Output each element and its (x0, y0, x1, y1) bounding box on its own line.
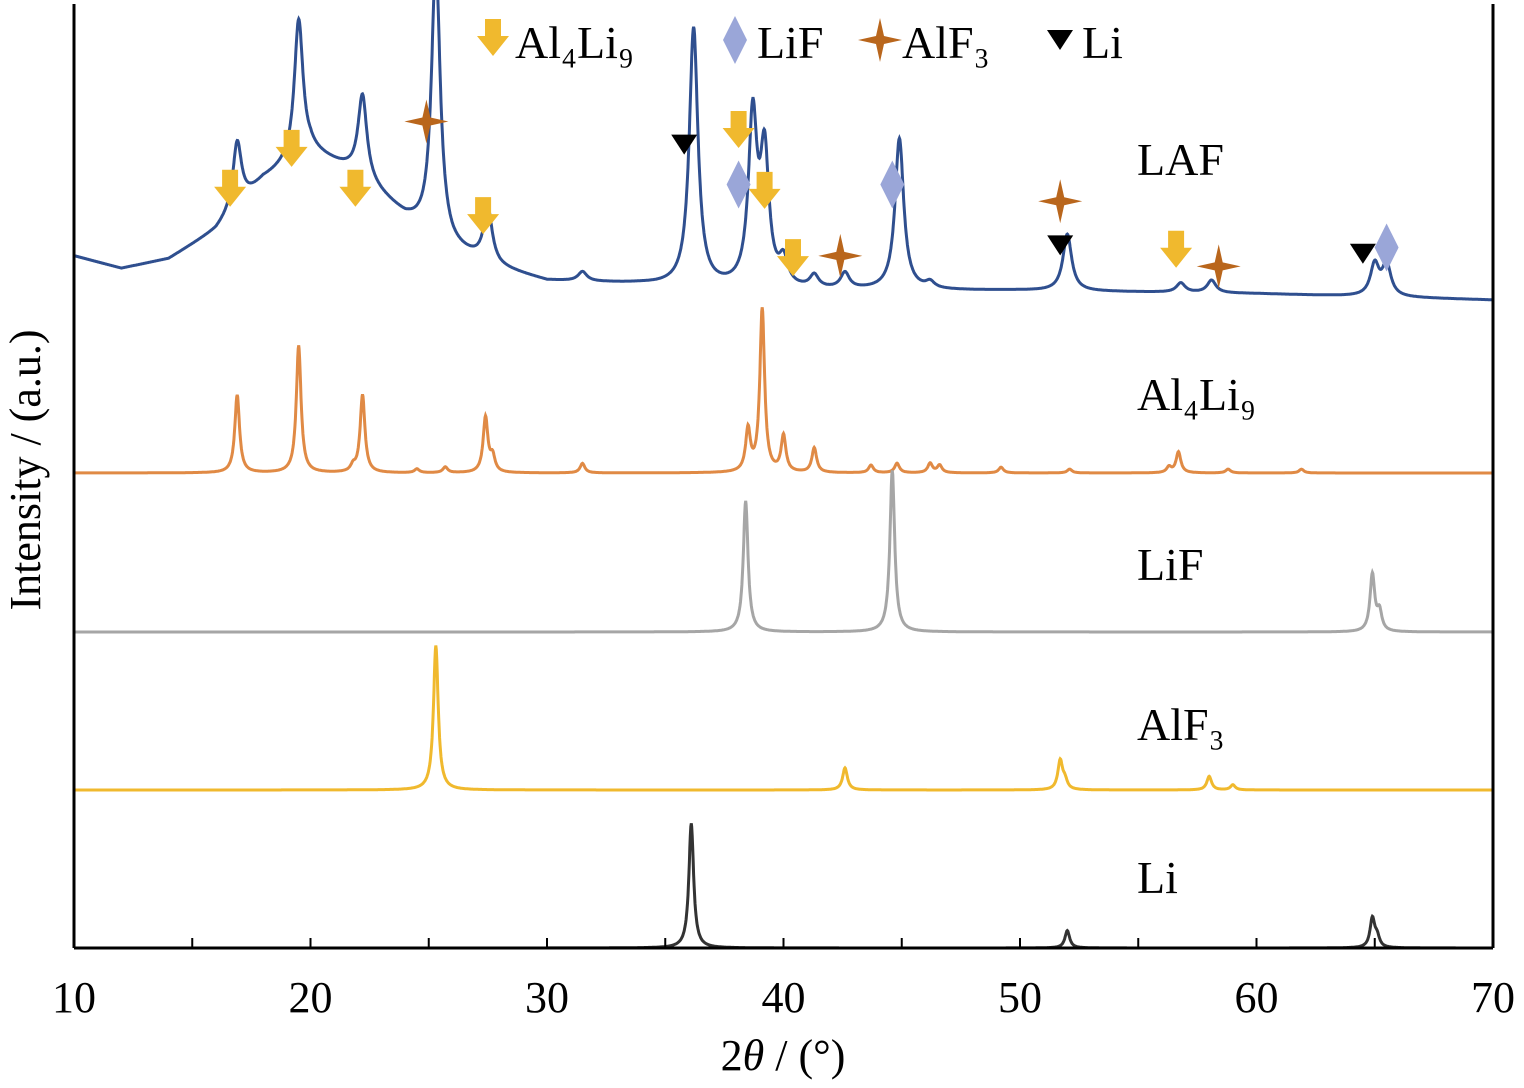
down-arrow-marker (748, 171, 781, 209)
legend-diamond-marker (723, 16, 747, 64)
series-label-2: Al₄Li₉ (1137, 369, 1256, 420)
x-tick-label: 50 (998, 973, 1042, 1022)
x-axis-title-post: / (°) (764, 1031, 845, 1080)
star-marker (1038, 179, 1083, 224)
series-label-1: LAF (1137, 134, 1224, 185)
x-axis-title-var: θ (743, 1031, 765, 1080)
down-arrow-marker (1160, 230, 1193, 268)
series-line-2 (74, 307, 1493, 475)
series-label-4: AlF₃ (1137, 699, 1225, 750)
star-marker (404, 99, 449, 144)
down-arrow-marker (275, 129, 308, 167)
star-marker (818, 233, 863, 278)
series-labels: LAF Al₄Li₉ LiF AlF₃ Li (1137, 134, 1256, 903)
legend-triangle-down-marker (1047, 30, 1073, 50)
x-axis-title-pre: 2 (721, 1031, 743, 1080)
x-tick-label: 70 (1471, 973, 1515, 1022)
series-line-1 (73, 0, 1493, 302)
series-line-3 (74, 470, 1493, 634)
diamond-marker (1374, 223, 1399, 272)
triangle-down-marker (1047, 235, 1074, 256)
series-label-5: Li (1137, 852, 1178, 903)
series-line-4 (74, 645, 1493, 792)
x-tick-label: 60 (1235, 973, 1279, 1022)
legend-down-arrow-marker (477, 19, 509, 56)
legend-label-3: AlF₃ (902, 17, 990, 68)
x-tick-label: 40 (762, 973, 806, 1022)
down-arrow-marker (722, 111, 755, 148)
legend-label-4: Li (1082, 17, 1123, 68)
down-arrow-marker (339, 169, 372, 207)
triangle-down-marker (1349, 243, 1376, 264)
series-label-3: LiF (1137, 539, 1203, 590)
down-arrow-marker (777, 239, 809, 277)
diamond-marker (880, 160, 905, 209)
x-tick-label: 30 (525, 973, 569, 1022)
down-arrow-marker (467, 197, 500, 235)
legend-label-2: LiF (757, 17, 823, 68)
legend-label-1: Al₄Li₉ (515, 17, 634, 68)
peak-annotations (214, 99, 1399, 289)
legend-star-marker (858, 18, 902, 62)
legend: Al₄Li₉ LiF AlF₃ Li (477, 16, 1123, 68)
x-axis-title: 2θ / (°) (721, 1031, 846, 1080)
x-tick-label: 20 (289, 973, 333, 1022)
x-tick-label: 10 (52, 973, 96, 1022)
star-marker (1196, 244, 1241, 289)
y-axis-title: Intensity / (a.u.) (1, 329, 50, 610)
series-line-5 (74, 823, 1493, 950)
diamond-marker (726, 160, 751, 209)
triangle-down-marker (671, 134, 698, 155)
x-ticks: 10 20 30 40 50 60 70 (52, 938, 1515, 1022)
down-arrow-marker (214, 169, 247, 207)
